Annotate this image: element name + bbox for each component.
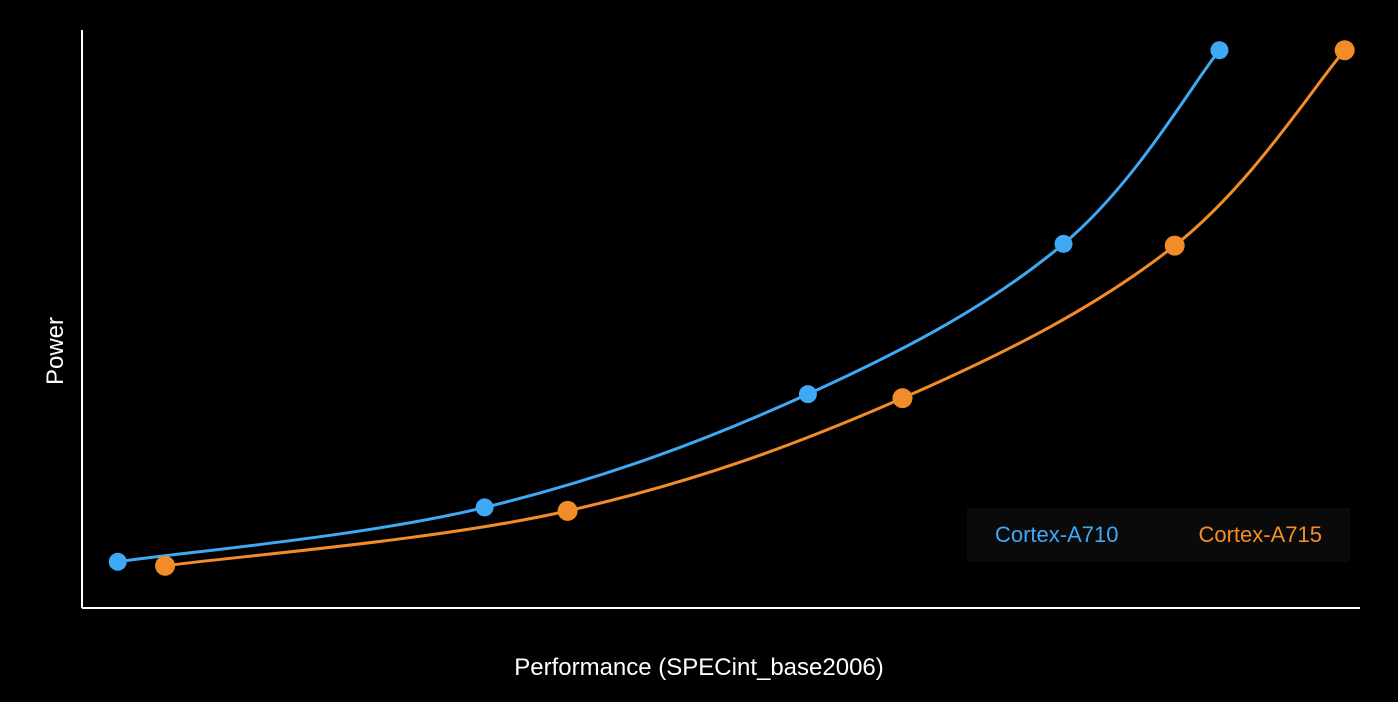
series-line-cortex-a715 <box>165 50 1345 566</box>
legend-item-a710: Cortex-A710 <box>995 522 1119 548</box>
series-marker <box>799 385 817 403</box>
y-axis-label: Power <box>42 317 70 385</box>
power-performance-chart: Power Performance (SPECint_base2006) Cor… <box>0 0 1398 702</box>
series-marker <box>1210 41 1228 59</box>
series-marker <box>109 553 127 571</box>
series-marker <box>155 556 175 576</box>
series-marker <box>892 388 912 408</box>
x-axis-label: Performance (SPECint_base2006) <box>514 654 884 682</box>
legend-label: Cortex-A715 <box>1198 522 1322 548</box>
series-marker <box>1055 235 1073 253</box>
legend-label: Cortex-A710 <box>995 522 1119 548</box>
series-marker <box>1335 40 1355 60</box>
chart-legend: Cortex-A710 Cortex-A715 <box>967 508 1350 562</box>
chart-svg <box>0 0 1398 702</box>
series-marker <box>1165 236 1185 256</box>
series-marker <box>476 498 494 516</box>
series-marker <box>558 501 578 521</box>
legend-item-a715: Cortex-A715 <box>1198 522 1322 548</box>
